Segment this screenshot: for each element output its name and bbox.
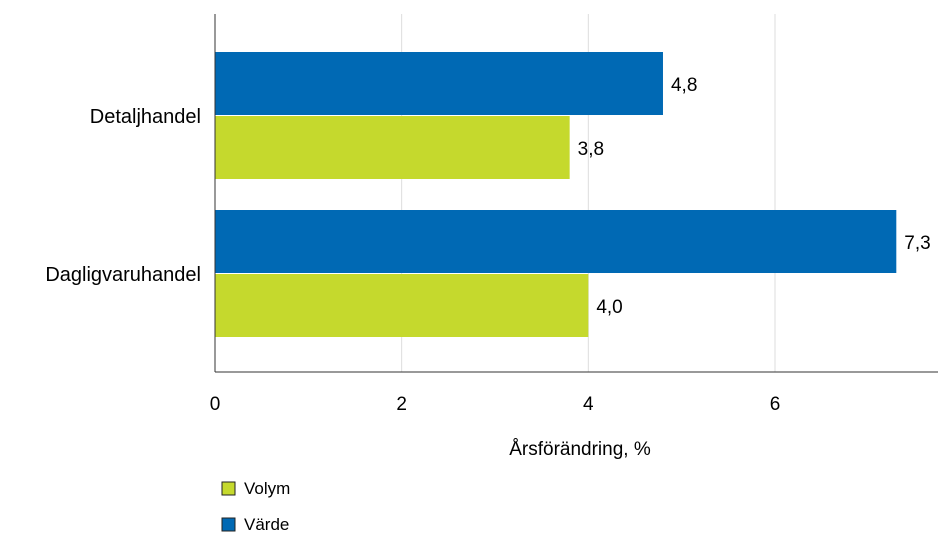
legend-label-volym: Volym (244, 479, 290, 498)
legend-swatch-volym (221, 481, 236, 496)
data-labels: 4,8 3,8 7,3 4,0 (578, 75, 931, 318)
legend: Volym Värde (221, 479, 290, 534)
category-label-dagligvaruhandel: Dagligvaruhandel (45, 264, 201, 286)
data-label-detaljhandel-värde: 4,8 (671, 75, 697, 96)
category-label-detaljhandel: Detaljhandel (90, 106, 201, 128)
bar-dagligvaruhandel-värde (215, 210, 897, 273)
axes: 0 2 4 6 Detaljhandel Dagligvaruhandel (45, 14, 938, 415)
bar-dagligvaruhandel-volym (215, 274, 589, 337)
bar-detaljhandel-värde (215, 52, 663, 115)
bar-detaljhandel-volym (215, 116, 570, 179)
x-tick-label-4: 4 (583, 394, 594, 415)
bars (215, 52, 897, 337)
x-tick-label-6: 6 (770, 394, 781, 415)
data-label-dagligvaruhandel-värde: 7,3 (904, 233, 930, 254)
legend-label-värde: Värde (244, 515, 289, 534)
x-tick-label-2: 2 (396, 394, 407, 415)
x-axis-title: Årsförändring, % (509, 439, 651, 460)
legend-swatch-värde (221, 517, 236, 532)
data-label-detaljhandel-volym: 3,8 (578, 139, 604, 160)
data-label-dagligvaruhandel-volym: 4,0 (596, 297, 622, 318)
x-tick-label-0: 0 (210, 394, 221, 415)
